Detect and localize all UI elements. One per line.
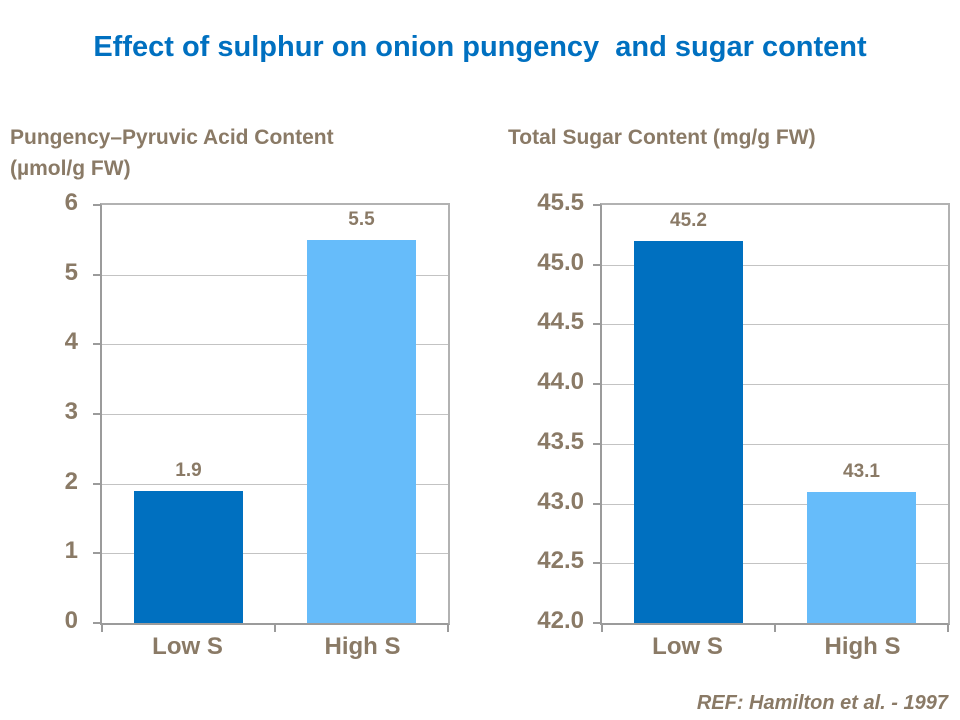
bar-low-s: [134, 490, 243, 623]
y-tick-label: 45.0: [537, 248, 584, 276]
bar-value-label: 1.9: [175, 459, 202, 481]
y-tick-label: 5: [64, 258, 78, 286]
slide-title: Effect of sulphur on onion pungency and …: [93, 31, 867, 63]
category-label: High S: [324, 633, 401, 660]
y-tick-mark: [593, 383, 600, 386]
sugar-y-axis: 42.0 42.5 43.0 43.5 44.0 44.5 45.0 45.5: [500, 191, 584, 633]
y-tick-mark: [593, 562, 600, 565]
pungency-y-axis: 0 1 2 3 4 5 6: [22, 191, 78, 633]
y-tick-mark: [93, 482, 100, 485]
category-label: Low S: [152, 633, 223, 660]
reference-note: REF: Hamilton et al. - 1997: [696, 692, 948, 714]
bar-value-label: 5.5: [348, 208, 375, 230]
y-tick-mark: [93, 552, 100, 555]
y-tick-label: 0: [64, 607, 78, 634]
x-tick-mark: [101, 625, 103, 632]
gridline: [602, 264, 948, 266]
y-tick-label: 3: [64, 398, 78, 425]
gridline: [602, 503, 948, 505]
y-tick-mark: [93, 273, 100, 276]
gridline: [602, 443, 948, 445]
bar-value-label: 45.2: [670, 209, 707, 231]
y-tick-label: 44.5: [537, 308, 584, 336]
y-tick-mark: [93, 204, 100, 206]
x-tick-mark: [947, 625, 949, 632]
sugar-chart-title: Total Sugar Content (mg/g FW): [508, 126, 816, 149]
y-tick-mark: [593, 323, 600, 326]
x-tick-mark: [601, 625, 603, 632]
y-tick-mark: [93, 413, 100, 415]
sugar-x-axis: Low S High S: [600, 633, 950, 669]
y-tick-label: 43.5: [537, 427, 584, 455]
y-tick-label: 6: [64, 189, 78, 216]
y-tick-mark: [593, 622, 600, 624]
sugar-plot-area: 45.2 43.1: [593, 203, 950, 632]
gridline: [102, 414, 448, 415]
y-tick-label: 42.5: [537, 547, 584, 575]
y-tick-mark: [593, 263, 600, 266]
y-tick-label: 43.0: [537, 487, 584, 515]
x-tick-mark: [447, 625, 449, 632]
bar-high-s: [307, 239, 416, 623]
y-tick-label: 42.0: [537, 607, 584, 634]
pungency-chart-title: Pungency–Pyruvic Acid Content (µmol/g FW…: [10, 126, 334, 180]
gridline: [102, 344, 448, 346]
y-tick-mark: [93, 622, 100, 624]
y-tick-label: 44.0: [537, 368, 584, 396]
gridline: [602, 563, 948, 565]
y-tick-label: 45.5: [537, 189, 584, 216]
x-tick-mark: [774, 625, 776, 632]
x-tick-mark: [274, 625, 276, 632]
y-tick-mark: [593, 204, 600, 206]
gridline: [102, 553, 448, 555]
bar-high-s: [807, 491, 916, 623]
category-label: Low S: [652, 633, 723, 660]
pungency-x-axis: Low S High S: [100, 633, 450, 669]
gridline: [102, 274, 448, 276]
gridline: [102, 483, 448, 485]
y-tick-mark: [93, 343, 100, 346]
y-tick-mark: [593, 442, 600, 445]
bar-value-label: 43.1: [843, 460, 880, 482]
bar-low-s: [634, 240, 743, 623]
y-tick-label: 1: [64, 537, 78, 565]
category-label: High S: [824, 633, 901, 660]
gridline: [602, 324, 948, 326]
pungency-plot-area: 1.9 5.5: [93, 203, 450, 632]
y-tick-label: 4: [64, 328, 78, 356]
y-tick-mark: [593, 502, 600, 505]
y-tick-label: 2: [64, 467, 78, 495]
gridline: [602, 384, 948, 386]
